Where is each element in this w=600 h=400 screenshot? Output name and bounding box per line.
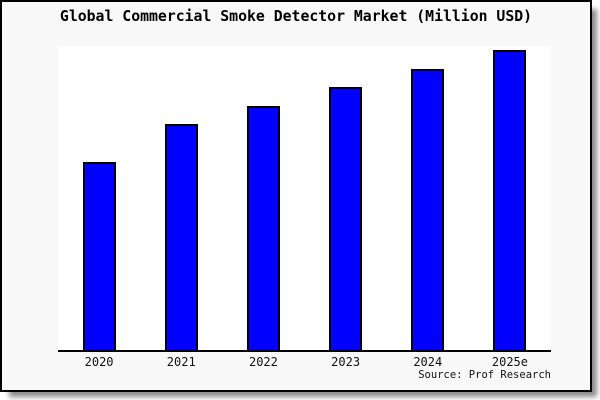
x-tick-label-2025e: 2025e <box>491 355 528 369</box>
bar-2022 <box>246 106 280 350</box>
bar-2025e <box>493 50 527 350</box>
x-axis-line <box>58 350 551 352</box>
bar-slot <box>222 46 304 350</box>
source-attribution: Source: Prof Research <box>418 369 551 381</box>
bar-2024 <box>411 69 445 350</box>
x-tick-label-2024: 2024 <box>413 355 443 369</box>
bars-row <box>58 46 551 350</box>
bar-slot <box>58 46 140 350</box>
chart-window: Global Commercial Smoke Detector Market … <box>0 0 592 392</box>
x-tick-label-2021: 2021 <box>166 355 196 369</box>
bar-slot <box>140 46 222 350</box>
bar-slot <box>469 46 551 350</box>
bar-2021 <box>164 124 198 350</box>
x-tick-label-2023: 2023 <box>331 355 361 369</box>
bar-slot <box>305 46 387 350</box>
plot-area <box>58 46 551 352</box>
chart-title: Global Commercial Smoke Detector Market … <box>59 8 533 25</box>
bar-2020 <box>82 162 116 350</box>
bar-2023 <box>329 87 363 350</box>
x-tick-label-2020: 2020 <box>84 355 114 369</box>
x-axis-labels: 2020 2021 2022 2023 2024 2025e <box>58 355 551 369</box>
x-tick-label-2022: 2022 <box>248 355 278 369</box>
bar-slot <box>387 46 469 350</box>
